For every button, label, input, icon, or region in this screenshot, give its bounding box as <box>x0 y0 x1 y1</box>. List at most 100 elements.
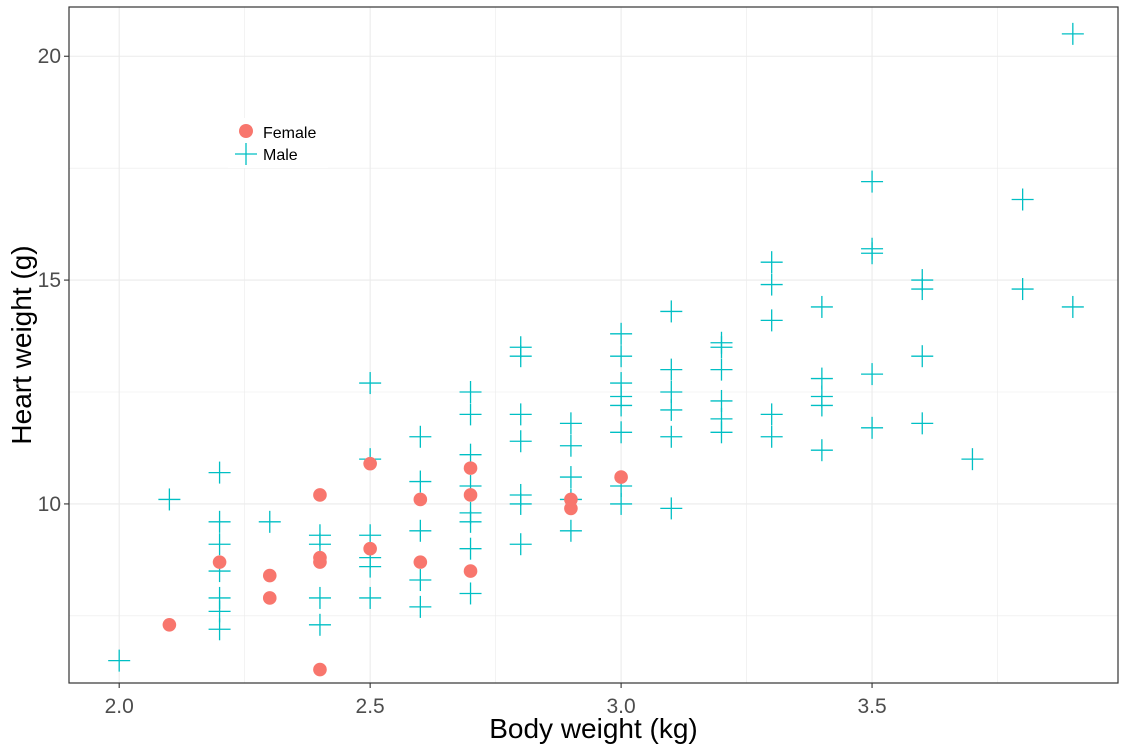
female-series <box>162 456 628 677</box>
x-tick-label: 3.0 <box>607 695 636 718</box>
male-point <box>359 586 382 609</box>
male-point <box>559 519 582 542</box>
male-point <box>861 242 884 265</box>
male-point <box>509 533 532 556</box>
male-point <box>710 421 733 444</box>
legend-male-label: Male <box>263 147 298 164</box>
female-point <box>313 555 327 569</box>
grid-lines <box>69 7 1118 683</box>
female-point <box>413 492 428 507</box>
male-point <box>459 381 482 404</box>
male-point <box>660 497 683 520</box>
male-point <box>760 309 783 332</box>
male-point <box>610 394 633 417</box>
male-point <box>810 439 833 462</box>
male-point <box>911 412 934 435</box>
y-tick-label: 10 <box>38 493 61 516</box>
male-point <box>208 510 231 533</box>
male-point <box>509 403 532 426</box>
male-point <box>258 510 281 533</box>
legend-male-plus <box>235 143 257 165</box>
female-point <box>262 591 277 605</box>
male-point <box>660 358 683 381</box>
male-point <box>409 519 432 542</box>
male-point <box>861 363 884 386</box>
male-point <box>911 278 934 301</box>
male-point <box>559 434 582 457</box>
female-point <box>413 555 428 569</box>
male-point <box>660 398 683 421</box>
female-point <box>162 618 177 632</box>
male-point <box>610 322 633 345</box>
male-point <box>710 358 733 381</box>
male-point <box>409 425 432 448</box>
male-point <box>559 412 582 435</box>
legend: Female Male <box>228 118 328 168</box>
y-tick-label: 20 <box>38 45 61 68</box>
male-point <box>208 533 231 556</box>
x-tick-label: 3.5 <box>857 695 886 718</box>
male-point <box>760 403 783 426</box>
female-point <box>463 488 478 502</box>
female-point <box>363 456 377 471</box>
male-point <box>610 345 633 368</box>
male-point <box>459 537 482 560</box>
male-point <box>660 300 683 323</box>
female-point <box>363 541 377 556</box>
male-point <box>911 345 934 368</box>
male-point <box>308 586 331 609</box>
male-point <box>1011 278 1034 301</box>
male-point <box>710 336 733 359</box>
male-point <box>1011 188 1034 211</box>
male-point <box>308 613 331 636</box>
male-point <box>459 510 482 533</box>
male-point <box>509 492 532 515</box>
female-point <box>262 568 277 583</box>
male-point <box>359 372 382 395</box>
male-point <box>208 618 231 641</box>
male-point <box>610 421 633 444</box>
female-point <box>313 488 327 502</box>
male-point <box>861 416 884 439</box>
legend-female-label: Female <box>263 125 316 142</box>
male-point <box>158 488 181 511</box>
male-point <box>459 582 482 605</box>
male-point <box>509 430 532 453</box>
male-point <box>509 345 532 368</box>
x-tick-label: 2.5 <box>356 695 385 718</box>
male-point <box>208 461 231 484</box>
legend-male-key <box>235 143 257 165</box>
female-point <box>463 564 478 578</box>
female-point <box>564 501 578 516</box>
y-tick-label: 15 <box>38 269 61 292</box>
male-point <box>1061 295 1084 318</box>
x-axis: 2.0 2.5 3.0 3.5 <box>105 683 887 718</box>
female-point <box>212 555 227 569</box>
male-point <box>409 569 432 592</box>
male-point <box>559 466 582 489</box>
x-tick-label: 2.0 <box>105 695 134 718</box>
male-point <box>760 425 783 448</box>
male-point <box>459 403 482 426</box>
male-point <box>409 470 432 493</box>
female-point <box>463 461 478 475</box>
male-point <box>760 273 783 296</box>
female-point <box>313 662 327 677</box>
y-axis-title: Heart weight (g) <box>6 245 37 444</box>
male-point <box>359 555 382 578</box>
male-point <box>760 251 783 274</box>
male-point <box>961 448 984 471</box>
male-point <box>108 649 131 672</box>
x-axis-title: Body weight (kg) <box>489 713 698 744</box>
male-point <box>1061 22 1084 45</box>
y-axis: 10 15 20 <box>38 45 69 516</box>
male-point <box>810 295 833 318</box>
male-point <box>660 425 683 448</box>
panel-border <box>68 6 1119 684</box>
male-point <box>610 492 633 515</box>
male-series <box>108 22 1084 672</box>
legend-female-key <box>239 124 253 138</box>
male-point <box>409 595 432 618</box>
male-point <box>861 170 884 193</box>
